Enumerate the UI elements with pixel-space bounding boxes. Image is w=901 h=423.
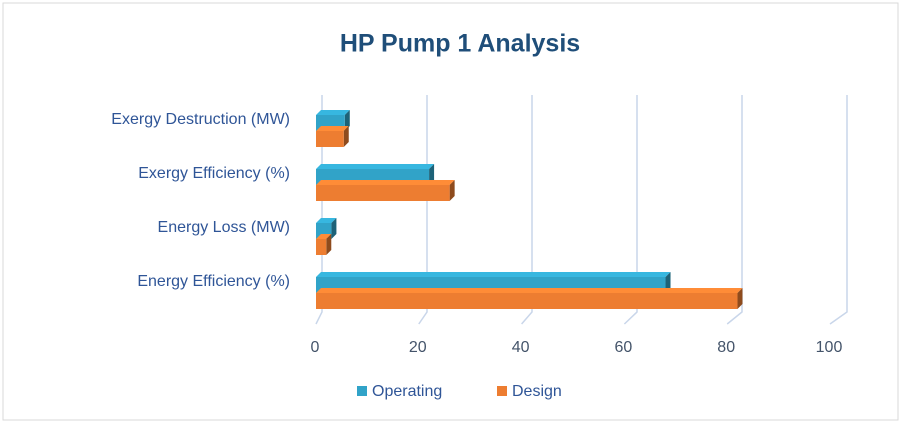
grid-line [623, 95, 638, 325]
bar-top [316, 110, 350, 115]
grid-line [726, 95, 743, 325]
legend-label: Design [512, 383, 562, 400]
chart-title: HP Pump 1 Analysis [340, 30, 580, 58]
grid-line [521, 95, 533, 325]
bar [316, 239, 327, 255]
y-category-label: Exergy Destruction (MW) [111, 111, 290, 128]
y-category-label: Energy Loss (MW) [158, 219, 290, 236]
bar-top [316, 180, 455, 185]
bar-end [344, 110, 350, 131]
legend-label: Operating [372, 383, 442, 400]
x-tick-label: 20 [409, 339, 427, 356]
bar [316, 131, 344, 147]
legend-swatch [357, 386, 367, 396]
legend-swatch [497, 386, 507, 396]
y-category-label: Exergy Efficiency (%) [138, 165, 290, 182]
grid-line [829, 95, 848, 325]
bar-top [316, 126, 349, 131]
x-tick-label: 0 [311, 339, 320, 356]
bar-top [316, 164, 435, 169]
bar-end [343, 126, 349, 147]
x-tick-label: 100 [816, 339, 843, 356]
bar-end [449, 180, 455, 201]
x-tick-label: 40 [512, 339, 530, 356]
bar-end [326, 234, 332, 255]
x-tick-label: 60 [615, 339, 633, 356]
bar [316, 185, 450, 201]
bar-top [316, 218, 337, 223]
bar [316, 293, 738, 309]
bar-end [737, 288, 743, 309]
bar-top [316, 288, 743, 293]
bar-top [316, 234, 332, 239]
bar-end [665, 272, 671, 293]
bar-end [331, 218, 337, 239]
bar-end [429, 164, 435, 185]
x-tick-label: 80 [717, 339, 735, 356]
y-category-label: Energy Efficiency (%) [137, 273, 290, 290]
bar-top [316, 272, 671, 277]
